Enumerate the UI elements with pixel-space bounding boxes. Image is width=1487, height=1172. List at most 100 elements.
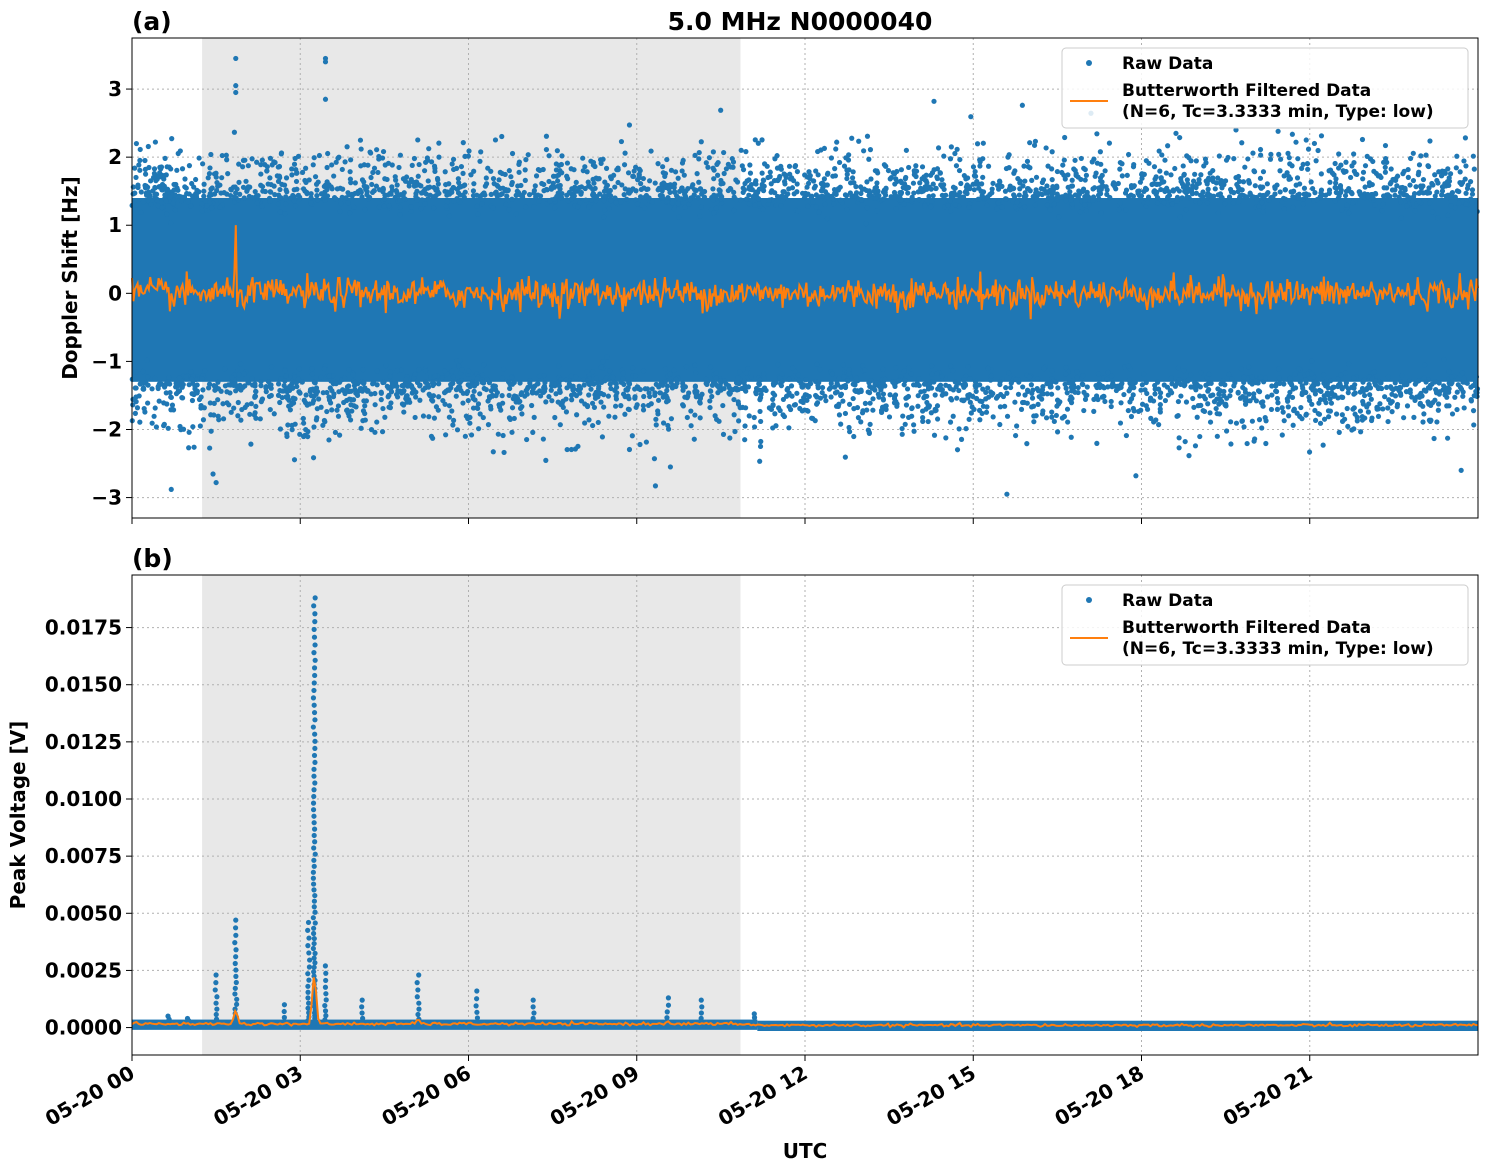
raw-data-point xyxy=(471,181,477,187)
raw-data-point xyxy=(632,386,638,392)
raw-data-point xyxy=(863,220,869,227)
raw-data-point xyxy=(368,150,374,156)
raw-data-point xyxy=(816,209,822,215)
raw-data-point xyxy=(777,407,783,414)
raw-data-point xyxy=(743,388,749,394)
raw-data-point xyxy=(666,186,672,192)
raw-data-point xyxy=(738,197,744,203)
raw-data-point xyxy=(177,423,183,430)
raw-data-point xyxy=(1350,200,1356,206)
raw-data-point xyxy=(428,159,435,165)
raw-data-point xyxy=(1371,369,1378,375)
raw-data-point xyxy=(757,397,763,403)
raw-data-point xyxy=(1311,140,1318,147)
raw-data-point xyxy=(1201,408,1208,414)
raw-data-point xyxy=(282,210,288,217)
raw-data-point xyxy=(149,386,155,392)
raw-data-point xyxy=(1097,149,1103,155)
x-axis-label: UTC xyxy=(783,1139,828,1163)
raw-data-point xyxy=(506,207,512,213)
raw-data-point xyxy=(214,994,220,1000)
raw-data-point xyxy=(348,402,354,408)
raw-data-point xyxy=(444,189,451,195)
raw-data-point xyxy=(1273,388,1280,395)
raw-data-point xyxy=(258,383,264,389)
panel-b-ylabel: Peak Voltage [V] xyxy=(6,721,30,910)
raw-data-point xyxy=(1421,375,1427,381)
raw-data-point xyxy=(152,405,158,411)
raw-data-point xyxy=(1154,200,1161,206)
raw-data-point xyxy=(748,374,754,380)
raw-data-point xyxy=(145,374,151,380)
raw-data-point xyxy=(378,389,384,395)
raw-data-point xyxy=(1195,403,1201,409)
raw-data-point xyxy=(629,433,635,439)
raw-data-point xyxy=(1399,372,1405,379)
raw-data-point xyxy=(743,370,749,376)
raw-data-point xyxy=(1312,417,1319,424)
raw-data-point xyxy=(930,181,936,187)
raw-data-point xyxy=(1388,400,1394,406)
raw-data-point xyxy=(1359,385,1366,392)
raw-data-point xyxy=(501,449,507,456)
raw-data-point xyxy=(311,397,317,404)
raw-data-point xyxy=(500,366,507,372)
raw-data-point xyxy=(665,422,671,429)
raw-data-point xyxy=(1326,190,1332,196)
raw-data-point xyxy=(707,398,713,404)
raw-data-point xyxy=(144,184,151,190)
raw-data-point xyxy=(383,362,389,369)
raw-data-point xyxy=(275,201,282,207)
raw-data-point xyxy=(434,186,440,192)
panel-b-filtered-line xyxy=(131,977,1479,1029)
raw-data-point xyxy=(1045,163,1051,169)
raw-data-point xyxy=(746,192,752,198)
raw-data-point xyxy=(492,383,498,389)
raw-data-point xyxy=(858,190,864,197)
panel-b-peak-voltage: 0.01750.01500.01250.01000.00750.00500.00… xyxy=(6,544,1479,1131)
raw-data-point xyxy=(1101,393,1107,400)
raw-data-point xyxy=(322,182,329,188)
raw-data-point xyxy=(359,1004,365,1010)
raw-data-point xyxy=(830,196,837,202)
raw-data-point xyxy=(595,419,601,426)
raw-data-point xyxy=(1452,194,1458,200)
raw-data-point xyxy=(1242,164,1248,170)
raw-data-point xyxy=(814,361,820,367)
raw-data-point xyxy=(652,392,658,398)
raw-data-point xyxy=(513,395,519,401)
raw-data-point xyxy=(1435,215,1441,221)
raw-data-point xyxy=(386,203,392,209)
raw-data-point xyxy=(258,162,264,168)
raw-data-point xyxy=(1222,201,1228,207)
raw-data-point xyxy=(219,175,225,181)
raw-data-point xyxy=(397,152,404,158)
raw-data-point xyxy=(175,387,182,394)
y-tick-label: −1 xyxy=(91,349,122,373)
raw-data-point xyxy=(1286,413,1292,419)
raw-data-point xyxy=(360,1015,366,1021)
raw-data-point xyxy=(322,419,328,425)
raw-data-point xyxy=(1002,403,1008,409)
raw-data-point xyxy=(1082,396,1089,402)
raw-data-point xyxy=(864,204,870,211)
raw-data-point xyxy=(778,383,785,389)
raw-data-point xyxy=(953,163,960,169)
raw-data-point xyxy=(840,398,846,404)
raw-data-point xyxy=(880,396,886,402)
raw-data-point xyxy=(1169,201,1175,207)
raw-data-point xyxy=(905,190,911,196)
raw-data-point xyxy=(1157,402,1163,408)
raw-data-point xyxy=(1184,177,1190,183)
raw-data-point xyxy=(1352,390,1358,396)
raw-data-point xyxy=(905,365,912,371)
raw-data-point xyxy=(531,204,537,210)
raw-data-point xyxy=(422,201,428,207)
raw-data-point xyxy=(1175,365,1181,371)
raw-data-point xyxy=(772,411,778,417)
raw-data-point xyxy=(988,377,994,383)
raw-data-point xyxy=(947,386,953,392)
raw-data-point xyxy=(947,198,953,204)
raw-data-point xyxy=(795,372,801,378)
raw-data-point xyxy=(167,389,173,396)
